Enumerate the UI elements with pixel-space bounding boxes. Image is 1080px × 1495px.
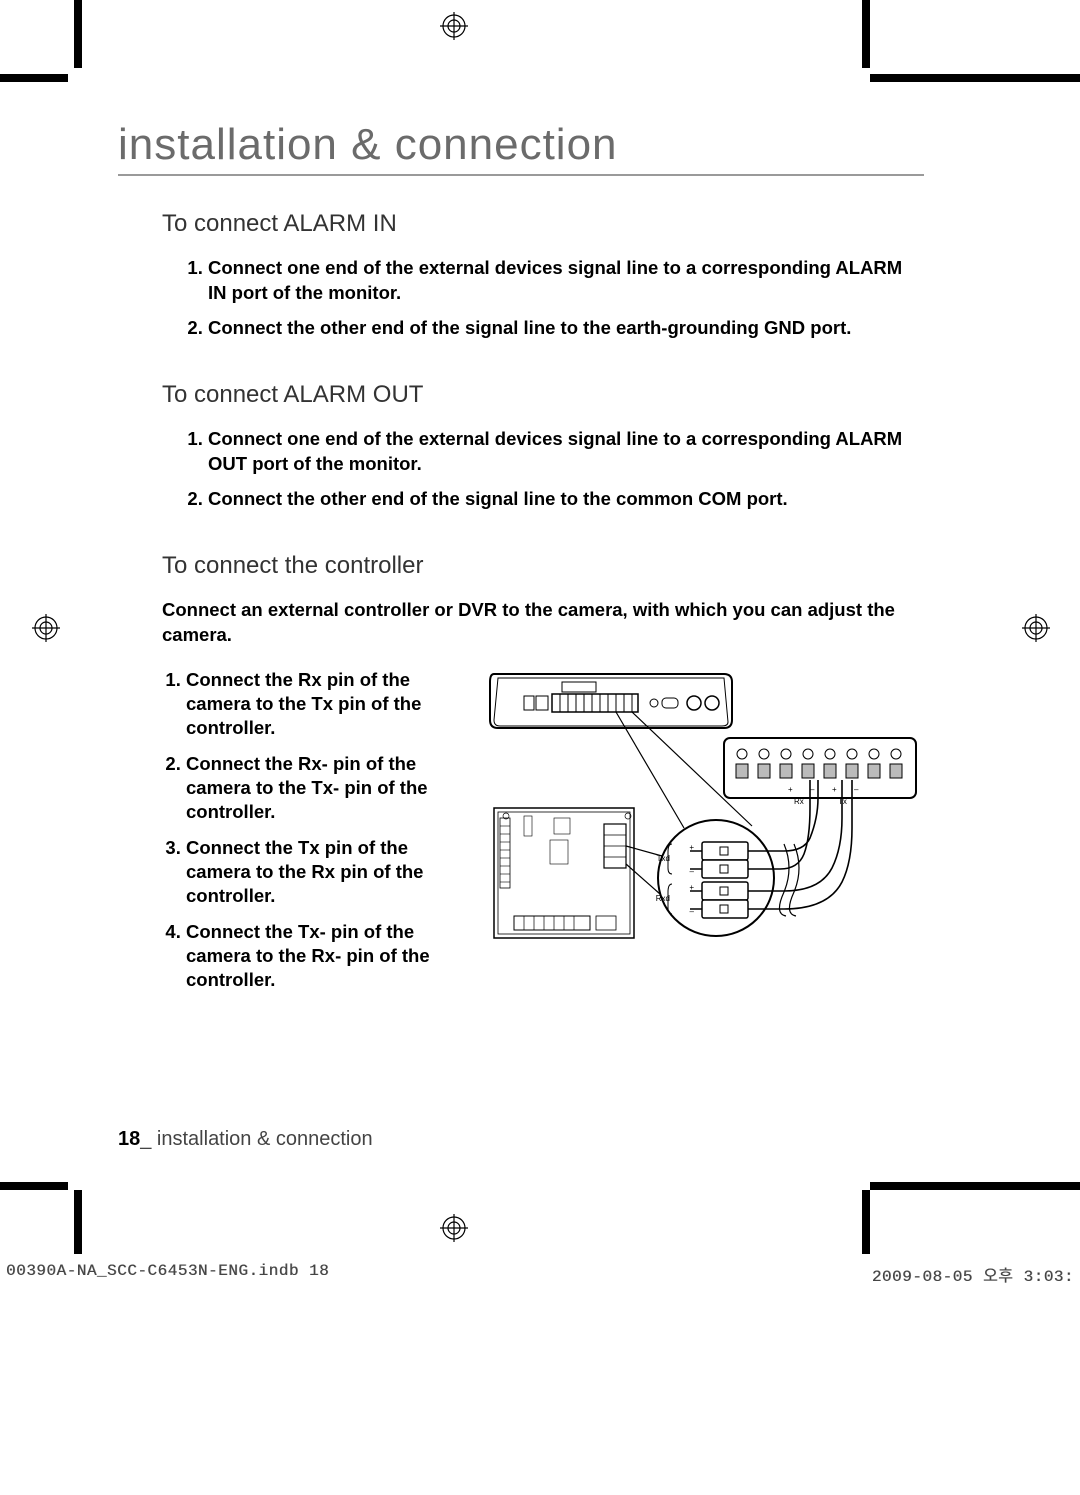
step-item: Connect the Rx- pin of the camera to the…: [186, 752, 460, 824]
step-item: Connect the other end of the signal line…: [208, 316, 924, 341]
svg-text:+: +: [788, 785, 793, 794]
step-item: Connect the Tx pin of the camera to the …: [186, 836, 460, 908]
steps-alarm-in: Connect one end of the external devices …: [184, 256, 924, 341]
svg-text:+: +: [689, 843, 694, 852]
camera-device-icon: [490, 674, 732, 728]
svg-text:+: +: [689, 883, 694, 892]
wiring-diagram: + – + – Rx Tx: [484, 668, 924, 948]
svg-text:–: –: [690, 867, 695, 876]
svg-text:Rx: Rx: [794, 797, 804, 806]
step-item: Connect one end of the external devices …: [208, 256, 924, 306]
crop-mark-icon: [74, 0, 82, 68]
crop-mark-icon: [74, 1190, 82, 1254]
page-number: 18: [118, 1128, 140, 1150]
step-item: Connect the Tx- pin of the camera to the…: [186, 920, 460, 992]
step-item: Connect one end of the external devices …: [208, 427, 924, 477]
registration-mark-icon: [440, 1214, 468, 1242]
section-heading-alarm-in: To connect ALARM IN: [162, 210, 924, 238]
svg-text:+: +: [832, 785, 837, 794]
crop-mark-icon: [870, 74, 1080, 82]
registration-mark-icon: [1022, 614, 1050, 642]
magnifier-detail-icon: Txd + – Rxd + –: [656, 820, 774, 936]
crop-mark-icon: [862, 0, 870, 68]
step-item: Connect the Rx pin of the camera to the …: [186, 668, 460, 740]
steps-controller: Connect the Rx pin of the camera to the …: [162, 668, 460, 993]
section-heading-alarm-out: To connect ALARM OUT: [162, 381, 924, 409]
slug-timestamp: 2009-08-05 오후 3:03:: [872, 1262, 1074, 1286]
section-heading-controller: To connect the controller: [162, 552, 924, 580]
crop-mark-icon: [0, 74, 68, 82]
registration-mark-icon: [32, 614, 60, 642]
steps-alarm-out: Connect one end of the external devices …: [184, 427, 924, 512]
slug-file: 00390A-NA_SCC-C6453N-ENG.indb 18: [6, 1262, 329, 1286]
page-content: installation & connection To connect ALA…: [118, 120, 924, 1004]
page-title: installation & connection: [118, 120, 924, 176]
svg-text:–: –: [854, 785, 859, 794]
crop-mark-icon: [862, 1190, 870, 1254]
step-item: Connect the other end of the signal line…: [208, 487, 924, 512]
controller-terminal-icon: + – + – Rx Tx: [724, 738, 916, 806]
crop-mark-icon: [0, 1182, 68, 1190]
slug-line: 00390A-NA_SCC-C6453N-ENG.indb 18 2009-08…: [0, 1262, 1080, 1286]
page-footer: 18_ installation & connection: [118, 1128, 373, 1151]
registration-mark-icon: [440, 12, 468, 40]
crop-mark-icon: [870, 1182, 1080, 1190]
controller-intro: Connect an external controller or DVR to…: [162, 598, 924, 648]
pcb-board-icon: [494, 808, 634, 938]
footer-section: _ installation & connection: [140, 1128, 372, 1150]
svg-text:–: –: [690, 907, 695, 916]
